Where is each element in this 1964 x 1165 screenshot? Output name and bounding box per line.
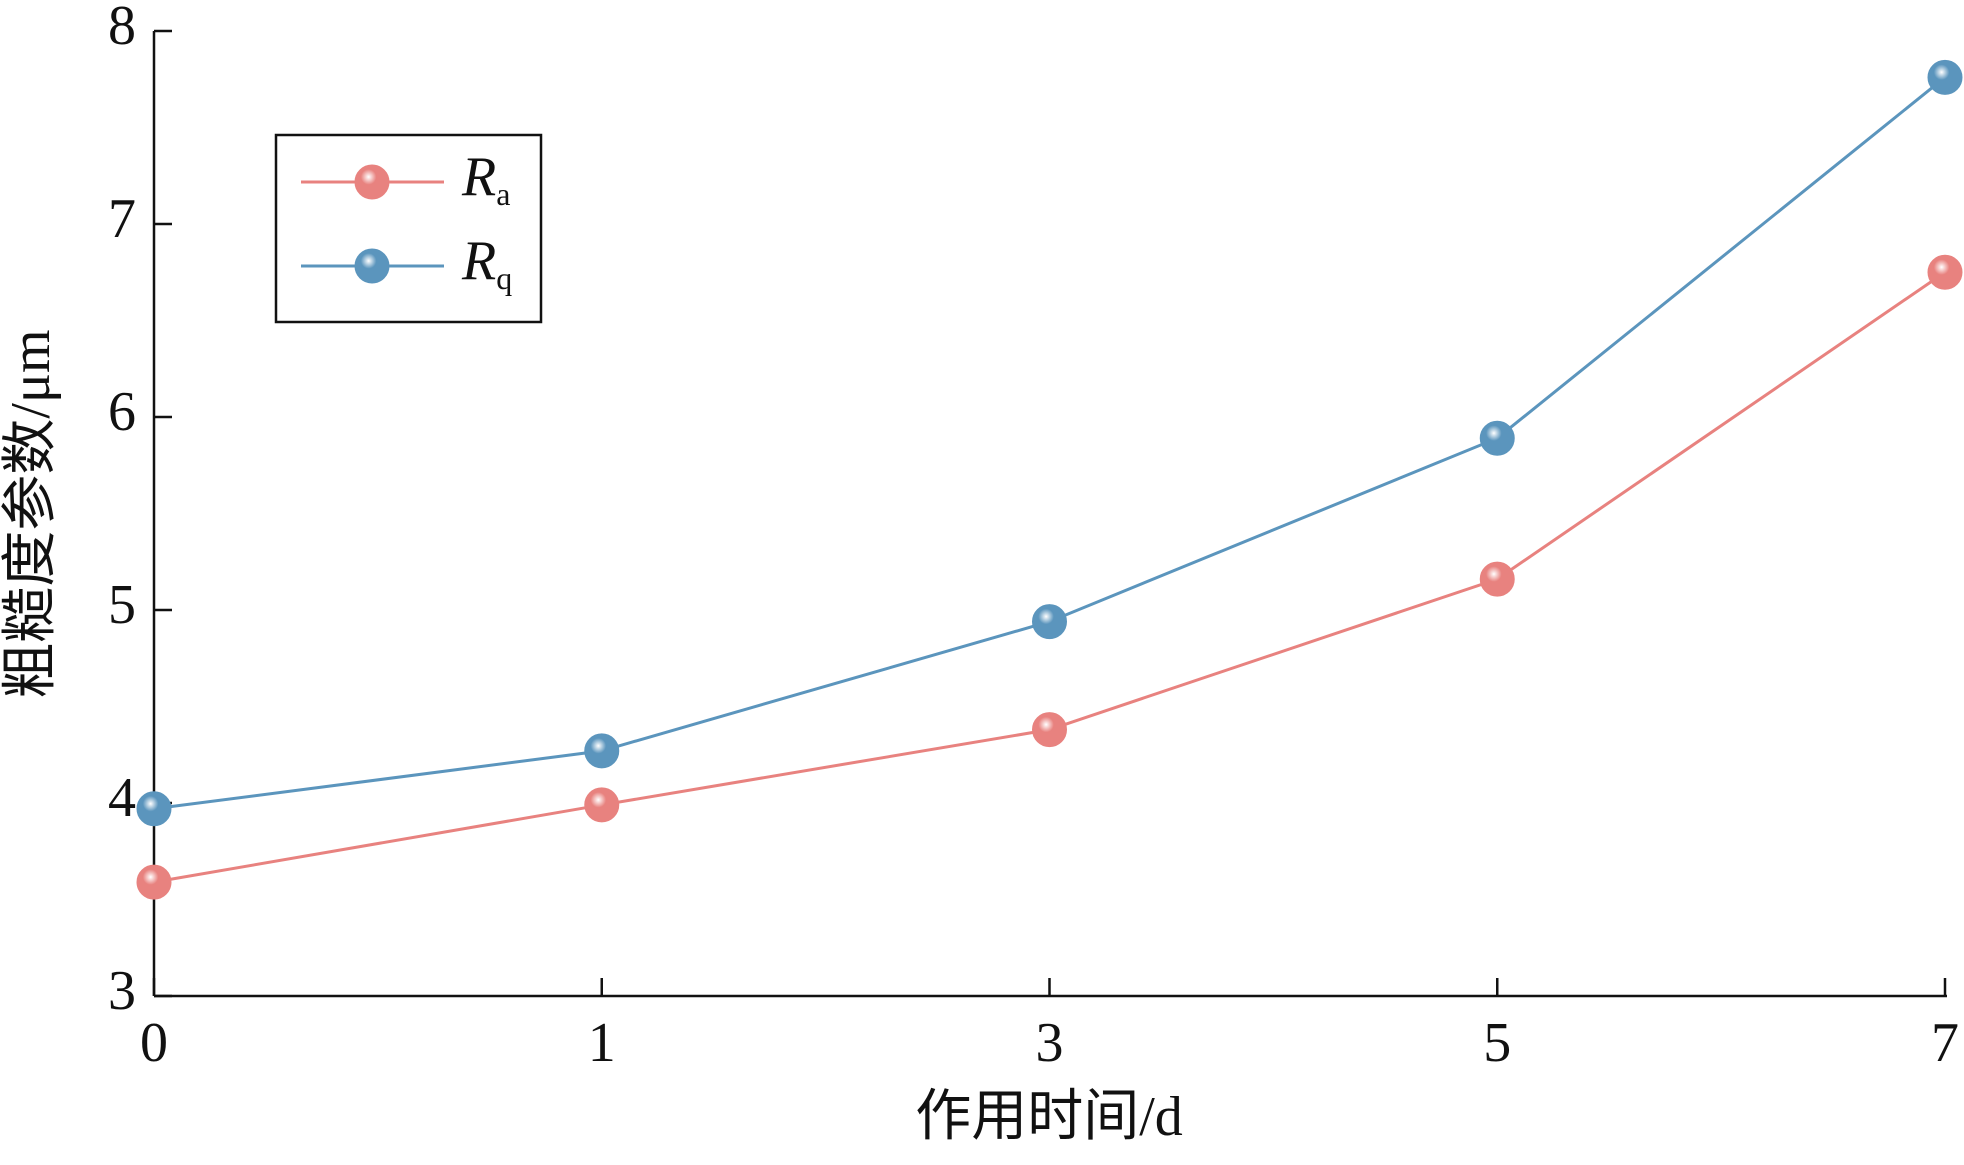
y-tick-label: 8 <box>108 0 136 57</box>
point <box>136 791 172 827</box>
point <box>1032 604 1067 640</box>
point <box>1927 254 1963 290</box>
x-axis-title: 作用时间/d <box>915 1086 1183 1148</box>
y-tick-label: 3 <box>108 960 136 1022</box>
y-tick-label: 7 <box>108 188 136 250</box>
x-tick-label: 0 <box>140 1012 168 1074</box>
x-tick-label: 7 <box>1931 1012 1959 1074</box>
point <box>1479 420 1515 456</box>
legend-box <box>274 133 543 324</box>
point <box>584 787 620 823</box>
y-tick-label: 6 <box>108 381 136 443</box>
y-axis-title: 粗糙度参数/μm <box>0 329 62 698</box>
legend-label: Rq <box>461 230 512 297</box>
x-tick-label: 3 <box>1036 1012 1064 1074</box>
legend-label: Ra <box>461 146 510 213</box>
point <box>1032 712 1067 748</box>
point <box>1927 59 1963 95</box>
legend-marker <box>354 248 390 284</box>
y-tick-label: 5 <box>108 574 136 636</box>
point <box>584 733 620 769</box>
point <box>1479 561 1515 597</box>
series-line <box>153 271 1946 884</box>
y-tick-label: 4 <box>108 767 136 829</box>
x-tick-label: 1 <box>588 1012 616 1074</box>
x-tick-label: 5 <box>1483 1012 1511 1074</box>
legend-marker <box>354 164 390 200</box>
point <box>136 864 172 900</box>
